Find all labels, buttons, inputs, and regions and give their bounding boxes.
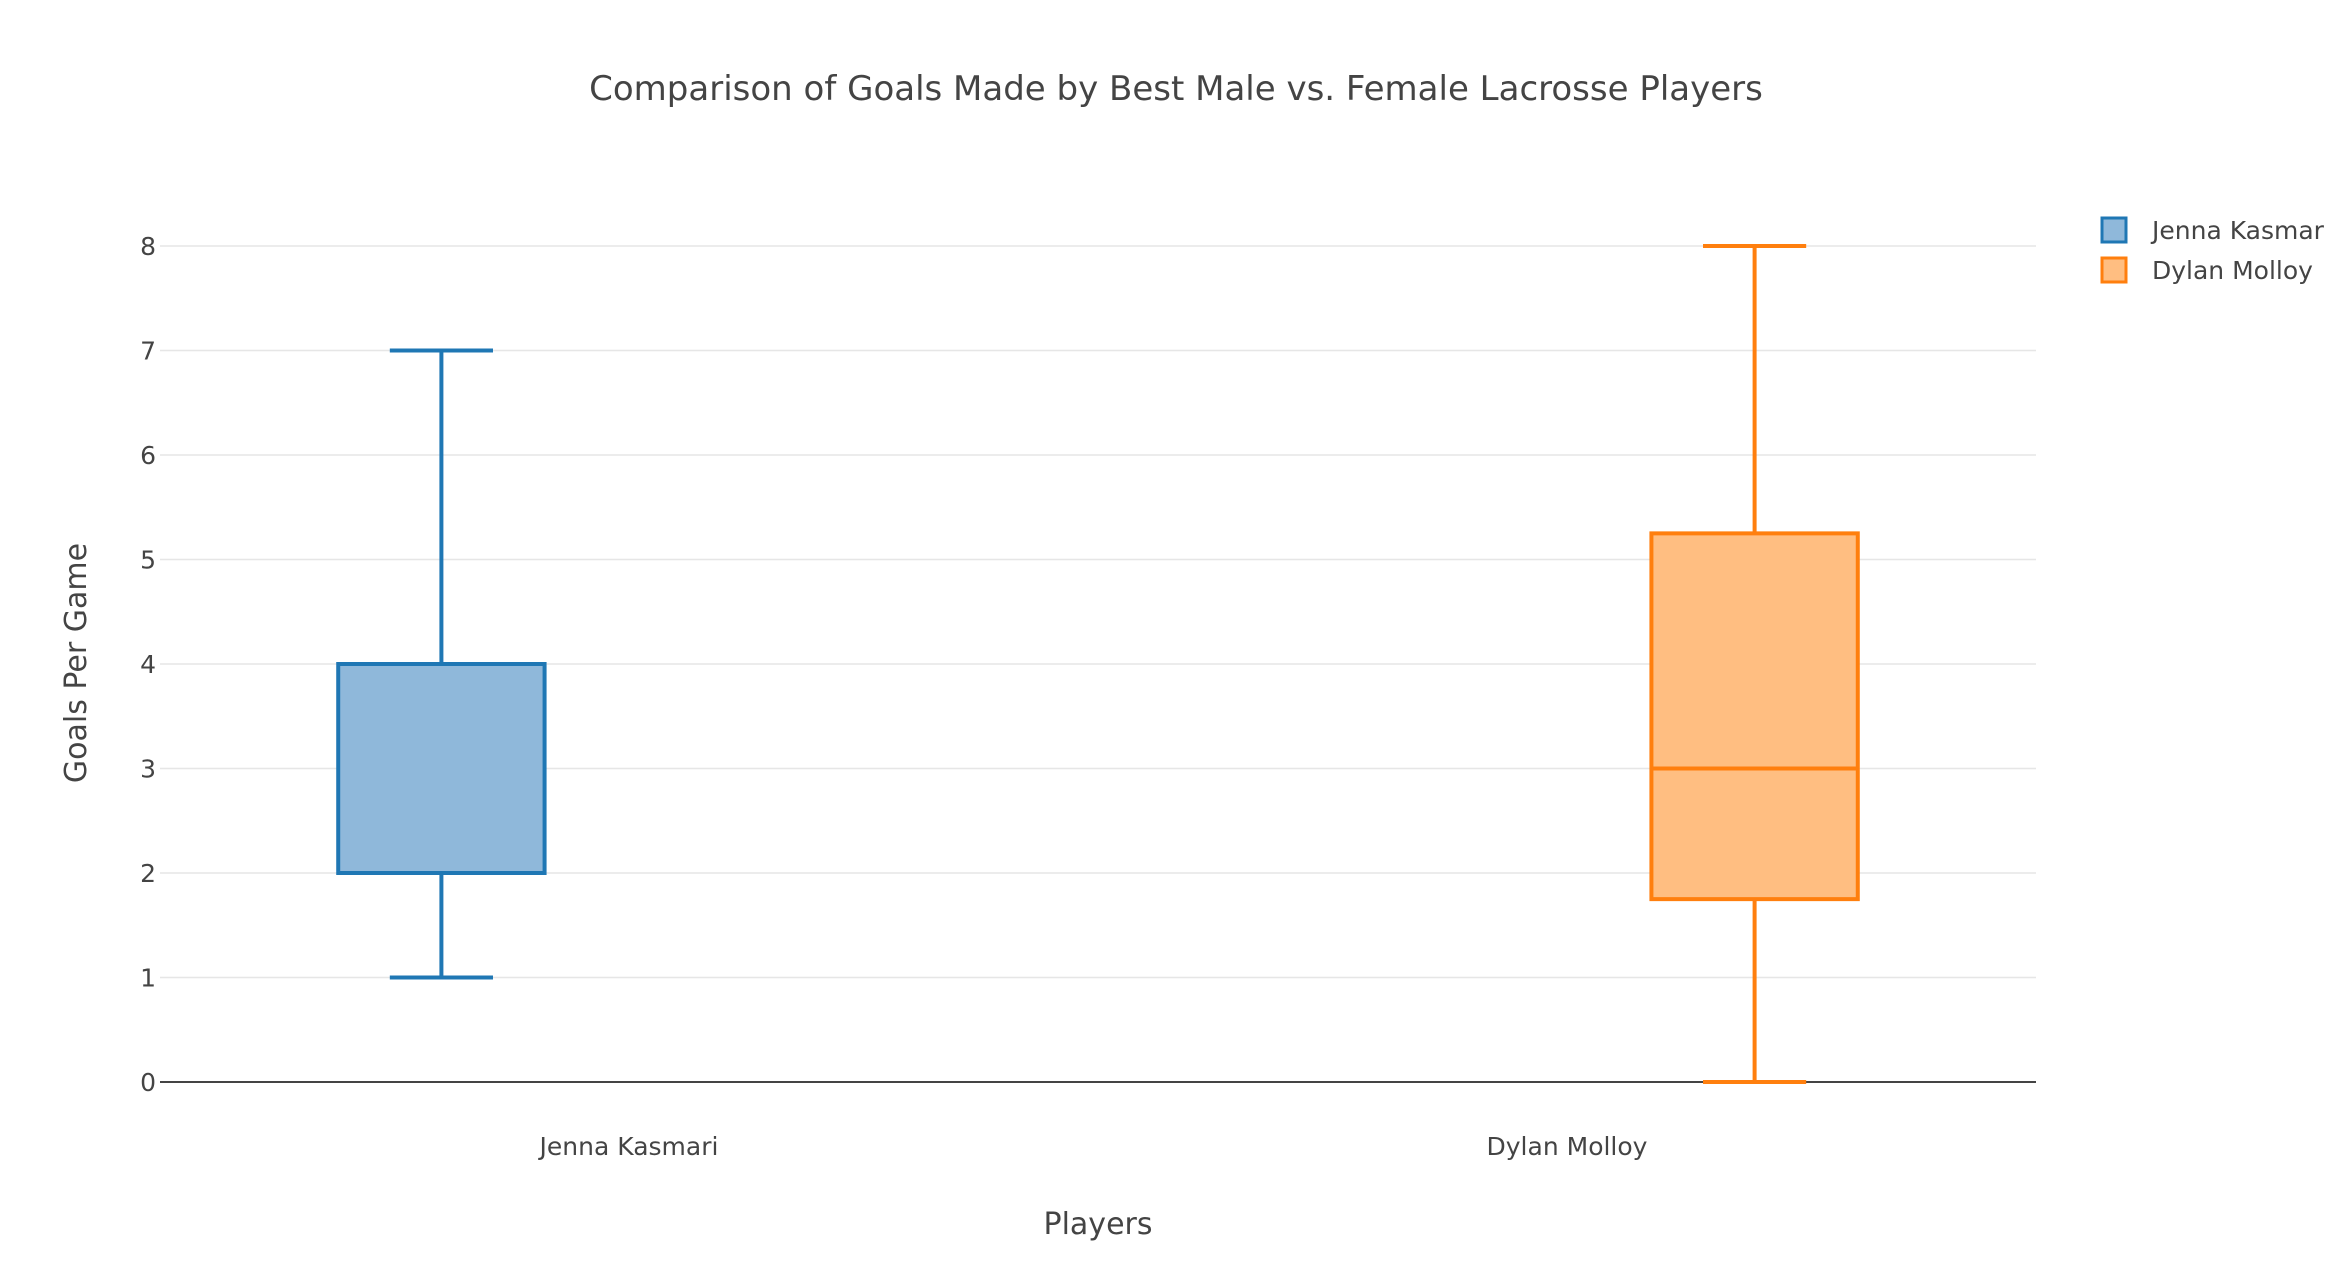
chart-title: Comparison of Goals Made by Best Male vs… <box>589 69 1763 109</box>
x-tick-label: Jenna Kasmari <box>538 1132 719 1161</box>
legend-swatch <box>2102 258 2126 282</box>
legend-item: Dylan Molloy <box>2102 256 2313 285</box>
legend-label: Dylan Molloy <box>2152 256 2313 285</box>
y-tick-label: 3 <box>140 755 156 784</box>
y-tick-label: 4 <box>140 650 156 679</box>
legend-item: Jenna Kasmar <box>2102 216 2325 245</box>
legend: Jenna Kasmar Dylan Molloy <box>2102 216 2325 285</box>
x-axis-title: Players <box>1044 1207 1153 1242</box>
y-tick-label: 2 <box>140 859 156 888</box>
y-axis-title: Goals Per Game <box>59 543 94 783</box>
y-tick-label: 1 <box>140 964 156 993</box>
legend-swatch <box>2102 218 2126 242</box>
legend-label: Jenna Kasmar <box>2150 216 2325 245</box>
x-axis-ticks: Jenna Kasmari Dylan Molloy <box>538 1132 1648 1161</box>
y-axis-ticks: 0 1 2 3 4 5 6 7 8 <box>140 232 156 1097</box>
y-tick-label: 8 <box>140 232 156 261</box>
y-tick-label: 0 <box>140 1068 156 1097</box>
interquartile-box <box>1651 533 1857 899</box>
interquartile-box <box>338 664 544 873</box>
y-tick-label: 7 <box>140 337 156 366</box>
box-dylan-molloy <box>1651 246 1857 1082</box>
x-tick-label: Dylan Molloy <box>1487 1132 1648 1161</box>
y-tick-label: 5 <box>140 546 156 575</box>
y-tick-label: 6 <box>140 441 156 470</box>
box-jenna-kasmar <box>338 351 544 978</box>
